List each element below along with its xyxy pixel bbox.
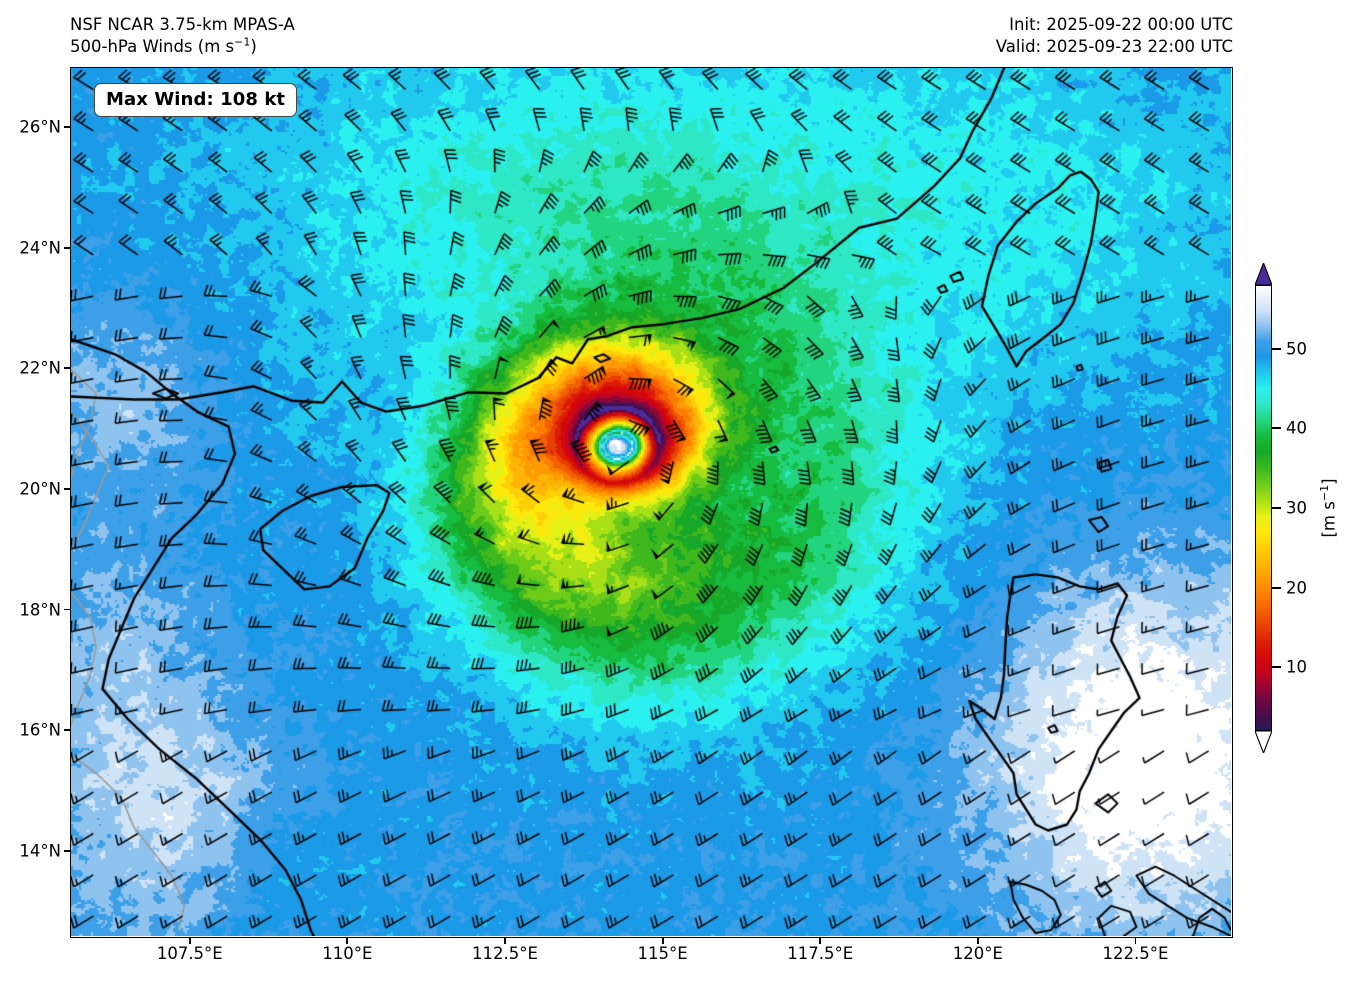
y-tick-mark — [64, 849, 70, 852]
x-tick-mark — [976, 938, 979, 944]
colorbar-tick-mark — [1272, 347, 1281, 350]
field-title: 500-hPa Winds (m s−1) — [70, 35, 257, 57]
colorbar-gradient — [1255, 285, 1272, 731]
header-right: Init: 2025-09-22 00:00 UTC Valid: 2025-09… — [996, 14, 1233, 58]
x-tick-label: 122.5°E — [1102, 944, 1169, 963]
x-tick-mark — [504, 938, 506, 944]
colorbar-tick-label: 20 — [1286, 578, 1307, 598]
y-tick-label: 26°N — [19, 117, 61, 137]
colorbar-unit-label: [m s−1] — [1318, 478, 1339, 538]
model-title: NSF NCAR 3.75-km MPAS-A — [70, 15, 295, 34]
colorbar-under-arrow — [1255, 731, 1272, 753]
y-tick-mark — [64, 729, 70, 731]
colorbar-tick-label: 30 — [1286, 498, 1307, 518]
colorbar-tick-label: 40 — [1286, 418, 1307, 438]
colorbar-over-arrow — [1255, 263, 1272, 285]
y-tick-label: 22°N — [19, 358, 61, 378]
colorbar-tick-mark — [1272, 507, 1281, 509]
header-left: NSF NCAR 3.75-km MPAS-A 500-hPa Winds (m … — [70, 14, 295, 58]
y-tick-label: 18°N — [19, 600, 61, 619]
x-tick-label: 120°E — [952, 944, 1003, 963]
y-tick-label: 24°N — [19, 238, 61, 258]
x-tick-mark — [819, 938, 822, 944]
field-unit-exponent: −1 — [234, 35, 251, 49]
init-time-label: Init: 2025-09-22 00:00 UTC — [1009, 15, 1233, 34]
x-tick-label: 107.5°E — [156, 944, 223, 963]
colorbar-tick-mark — [1272, 666, 1281, 669]
y-tick-mark — [64, 608, 70, 611]
y-tick-label: 20°N — [19, 479, 61, 499]
x-tick-label: 112.5°E — [472, 944, 538, 963]
y-tick-label: 16°N — [19, 720, 61, 740]
colorbar-tick-mark — [1272, 586, 1281, 589]
colorbar-tick-label: 10 — [1286, 657, 1307, 677]
x-tick-label: 110°E — [322, 944, 373, 963]
y-tick-mark — [64, 126, 70, 129]
map-plot-area: Max Wind: 108 kt — [70, 67, 1233, 938]
y-tick-mark — [64, 367, 70, 370]
x-tick-mark — [188, 938, 191, 944]
colorbar: 10 20 30 40 50 — [1255, 263, 1307, 753]
y-tick-label: 14°N — [19, 841, 61, 861]
wind-barbs-layer — [71, 68, 1231, 936]
y-tick-mark — [64, 246, 70, 249]
colorbar-tick-mark — [1272, 427, 1281, 430]
x-tick-label: 117.5°E — [787, 944, 854, 963]
y-tick-mark — [64, 488, 70, 490]
x-tick-mark — [661, 938, 664, 944]
colorbar-unit-exponent: −1 — [1318, 484, 1331, 502]
max-wind-annotation: Max Wind: 108 kt — [94, 83, 298, 117]
colorbar-tick-label: 50 — [1286, 339, 1307, 359]
valid-time-label: Valid: 2025-09-23 22:00 UTC — [995, 36, 1233, 56]
x-tick-label: 115°E — [637, 944, 688, 963]
x-tick-mark — [346, 938, 349, 944]
x-tick-mark — [1134, 938, 1137, 944]
wind-field-canvas-wrap — [71, 68, 1232, 937]
